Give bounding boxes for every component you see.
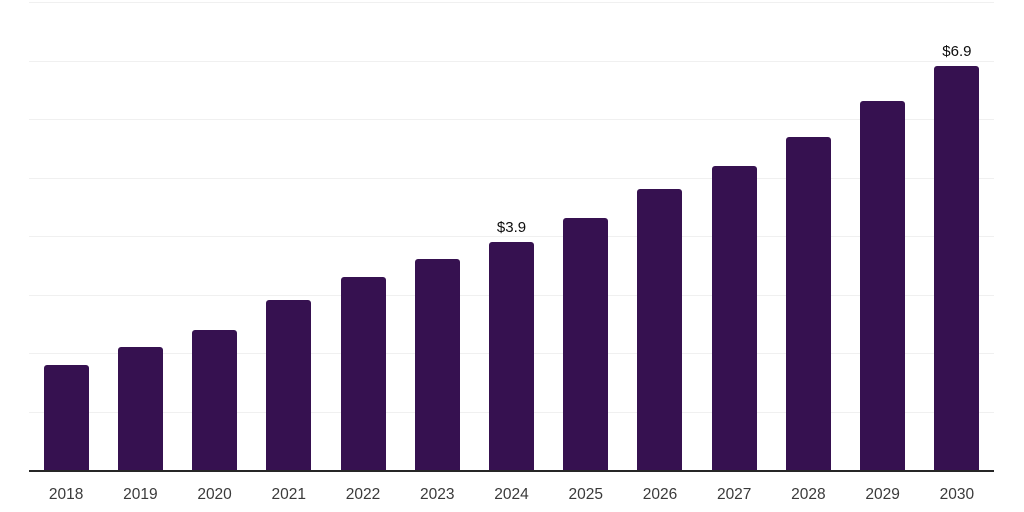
gridline-5 (29, 177, 994, 179)
x-tick-label-2030: 2030 (939, 486, 975, 503)
bar-value-label-2030: $6.9 (942, 43, 972, 61)
bar-2022 (340, 276, 386, 470)
bar-2028 (785, 136, 831, 470)
x-tick-label-2022: 2022 (345, 486, 381, 503)
bar-2030 (934, 66, 980, 470)
x-tick-label-2029: 2029 (865, 486, 900, 503)
x-tick-label-2019: 2019 (123, 486, 158, 503)
x-tick-label-2023: 2023 (420, 486, 455, 503)
bar-2018 (43, 364, 89, 470)
gridline-7 (29, 60, 994, 62)
bar-2025 (563, 218, 609, 470)
x-tick-label-2027: 2027 (716, 486, 752, 503)
bar-2023 (414, 259, 460, 470)
bar-2024 (489, 241, 534, 470)
gridline-8 (29, 2, 994, 3)
x-tick-label-2026: 2026 (642, 486, 678, 503)
x-tick-label-2018: 2018 (48, 486, 84, 503)
bar-2021 (266, 300, 312, 470)
bar-2026 (637, 189, 683, 470)
x-tick-label-2020: 2020 (197, 486, 232, 503)
x-tick-label-2028: 2028 (791, 486, 826, 503)
x-tick-label-2025: 2025 (568, 486, 603, 503)
x-axis-line (29, 470, 994, 472)
bar-2019 (117, 347, 163, 470)
x-tick-label-2024: 2024 (494, 486, 529, 503)
plot-area: 2018 2019 2020 2021 2022 2023 $3.9 2024 2025 2026… (29, 2, 994, 503)
bar-value-label-2024: $3.9 (496, 218, 527, 236)
bar-2020 (192, 329, 238, 470)
x-tick-label-2021: 2021 (271, 486, 307, 503)
bar-2027 (711, 165, 757, 470)
gridline-4 (29, 236, 994, 237)
bar-2029 (860, 101, 906, 470)
gridline-6 (29, 119, 994, 120)
